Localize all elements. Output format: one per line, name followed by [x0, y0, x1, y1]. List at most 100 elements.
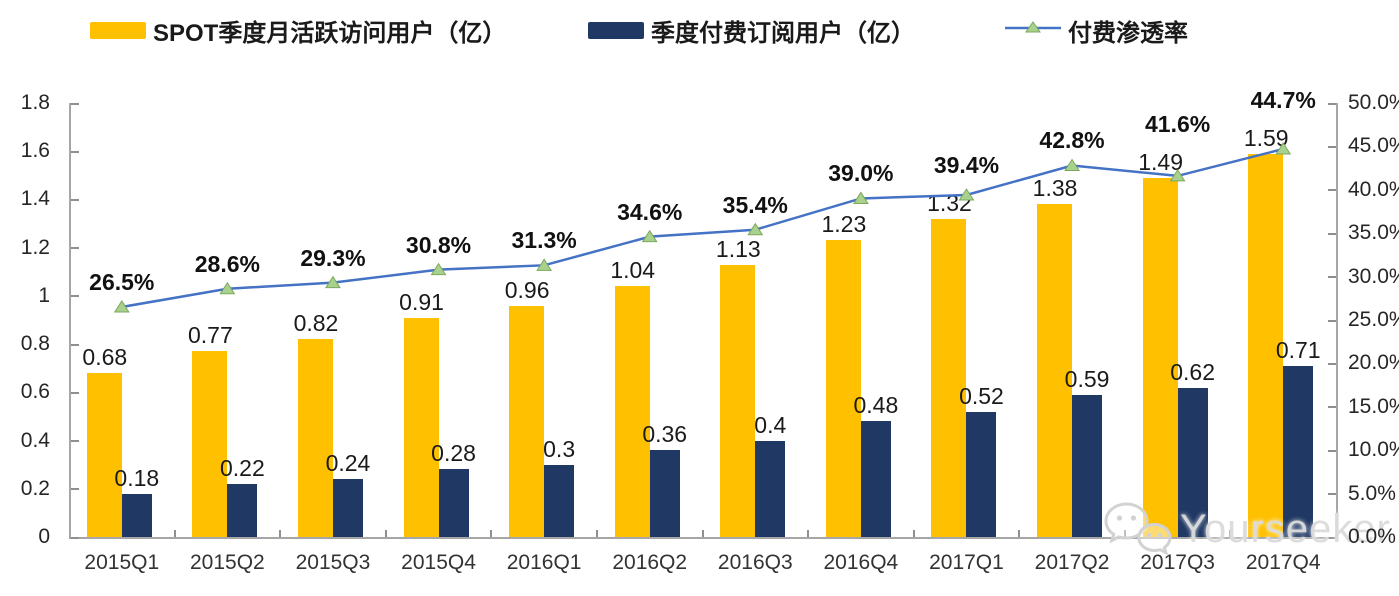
bar-mau-2016Q2 [614, 286, 650, 537]
x-axis-label-2016Q1: 2016Q1 [506, 551, 582, 574]
subscribers-value-label-2016Q1: 0.3 [543, 435, 576, 462]
left-axis-tick [71, 247, 79, 250]
bar-subscribers-2017Q4 [1283, 365, 1314, 537]
subscribers-legend-label: 季度付费订阅用户（亿） [651, 19, 915, 47]
subscribers-value-label-2017Q1: 0.52 [959, 382, 1004, 409]
right-axis-tick-label: 10.0% [1348, 438, 1399, 462]
mau-value-label-2017Q3: 1.49 [1138, 148, 1184, 175]
right-axis-spine [1336, 103, 1338, 537]
penetration-label-2017Q3: 41.6% [1145, 110, 1211, 137]
mau-legend-label: SPOT季度月活跃访问用户（亿） [153, 19, 507, 47]
bar-subscribers-2017Q2 [1072, 394, 1103, 537]
right-axis-tick-label: 35.0% [1348, 221, 1399, 245]
bar-subscribers-2017Q1 [966, 411, 997, 537]
left-axis-tick-label: 1.2 [20, 235, 50, 259]
bar-mau-2016Q3 [720, 264, 756, 537]
subscribers-value-label-2015Q1: 0.18 [114, 464, 160, 491]
penetration-label-2016Q4: 39.0% [828, 160, 894, 187]
subscribers-value-label-2015Q3: 0.24 [325, 450, 371, 477]
mau-value-label-2016Q4: 1.23 [821, 211, 867, 238]
right-axis-tick [1328, 145, 1336, 148]
bar-mau-2016Q1 [509, 305, 545, 537]
subscribers-value-label-2015Q2: 0.22 [219, 454, 265, 481]
bar-mau-2015Q2 [192, 351, 228, 537]
right-axis-tick [1328, 319, 1336, 322]
penetration-label-2016Q1: 31.3% [511, 227, 577, 254]
left-axis-tick [71, 440, 79, 443]
bar-mau-2015Q3 [297, 339, 333, 537]
legend-item-mau: SPOT季度月活跃访问用户（亿） [90, 12, 506, 48]
subscribers-value-label-2016Q2: 0.36 [642, 421, 688, 448]
watermark-text: Yourseeker [1180, 506, 1391, 551]
right-axis-tick [1328, 102, 1336, 105]
penetration-label-2017Q2: 42.8% [1039, 127, 1105, 154]
subscribers-value-label-2016Q3: 0.4 [754, 411, 787, 438]
x-axis-label-2017Q1: 2017Q1 [929, 551, 1004, 574]
x-axis-label-2015Q3: 2015Q3 [295, 551, 371, 574]
subscribers-value-label-2015Q4: 0.28 [431, 440, 476, 467]
penetration-label-2016Q3: 35.4% [722, 191, 788, 218]
watermark: Yourseeker [1102, 500, 1391, 558]
subscribers-value-label-2016Q4: 0.48 [853, 392, 899, 419]
bar-subscribers-2016Q2 [649, 450, 680, 537]
penetration-label-2015Q4: 30.8% [405, 231, 472, 258]
x-axis-line [69, 537, 1338, 539]
x-axis-tick [807, 530, 810, 537]
x-axis-tick [701, 530, 704, 537]
right-axis-tick-label: 0.0% [1348, 525, 1396, 548]
left-axis-tick-label: 0.4 [20, 428, 50, 452]
bar-mau-2017Q3 [1142, 177, 1178, 537]
bar-subscribers-2016Q4 [860, 421, 891, 537]
mau-legend-swatch [90, 21, 146, 39]
right-axis-tick-label: 50.0% [1348, 91, 1399, 114]
left-axis-tick [71, 198, 79, 201]
x-axis-tick [912, 530, 915, 537]
left-axis-tick [71, 150, 79, 153]
mau-value-label-2016Q3: 1.13 [715, 235, 761, 262]
x-axis-tick [595, 530, 598, 537]
mau-value-label-2017Q1: 1.32 [927, 189, 972, 216]
right-axis-tick-label: 20.0% [1348, 351, 1399, 375]
mau-value-label-2016Q2: 1.04 [610, 257, 656, 284]
bar-subscribers-2015Q1 [121, 493, 152, 537]
left-axis-tick-label: 0.8 [20, 332, 50, 356]
x-axis-tick [1123, 530, 1126, 537]
penetration-label-2015Q2: 28.6% [194, 250, 260, 277]
x-axis-label-2016Q3: 2016Q3 [717, 551, 793, 574]
wechat-icon [1104, 502, 1172, 556]
x-axis-tick [279, 530, 282, 537]
x-axis-tick [384, 530, 387, 537]
right-axis-tick-label: 45.0% [1348, 134, 1399, 158]
left-axis-tick-label: 0 [38, 525, 50, 548]
subscribers-value-label-2017Q4: 0.71 [1275, 336, 1321, 363]
left-axis-tick [71, 391, 79, 394]
left-axis-tick-label: 1.8 [20, 91, 50, 114]
left-axis-tick [71, 295, 79, 298]
x-axis-label-2017Q4: 2017Q4 [1245, 551, 1321, 574]
bar-mau-2017Q1 [931, 218, 967, 537]
x-axis-tick [490, 530, 493, 537]
penetration-label-2017Q4: 44.7% [1250, 86, 1316, 113]
subscribers-legend-swatch [588, 21, 644, 39]
x-axis-tick [1018, 530, 1021, 537]
subscribers-value-label-2017Q2: 0.59 [1064, 365, 1110, 392]
right-axis-tick [1328, 232, 1336, 235]
x-axis-tick [173, 530, 176, 537]
right-axis-tick [1328, 362, 1336, 365]
bar-mau-2015Q4 [403, 317, 439, 537]
left-axis-tick [71, 536, 79, 539]
left-axis-tick-label: 0.6 [20, 380, 50, 404]
right-axis-tick-label: 5.0% [1348, 481, 1396, 505]
x-axis-label-2017Q2: 2017Q2 [1034, 551, 1110, 574]
right-axis-tick [1328, 493, 1336, 496]
x-axis-label-2016Q4: 2016Q4 [823, 551, 899, 574]
mau-value-label-2017Q2: 1.38 [1032, 175, 1078, 202]
right-axis-tick-label: 40.0% [1348, 177, 1399, 201]
bar-subscribers-2015Q2 [227, 483, 258, 537]
bar-subscribers-2016Q3 [755, 440, 786, 537]
left-axis-tick-label: 1.6 [20, 139, 50, 163]
penetration-label-2015Q3: 29.3% [300, 244, 366, 271]
penetration-label-2017Q1: 39.4% [933, 151, 1000, 178]
penetration-label-2015Q1: 26.5% [89, 268, 155, 295]
